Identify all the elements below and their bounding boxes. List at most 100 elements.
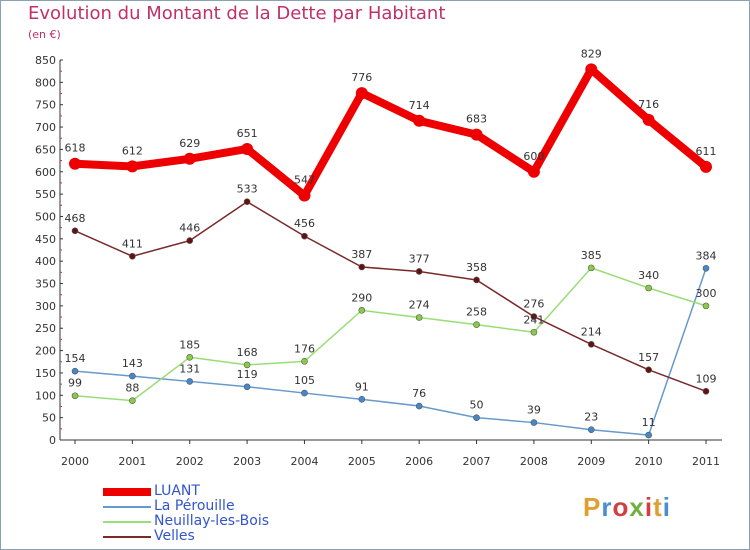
- series-point: [129, 397, 136, 404]
- x-tick-label: 2000: [61, 455, 89, 468]
- data-label: 618: [65, 142, 86, 155]
- x-tick-label: 2008: [520, 455, 548, 468]
- x-tick-label: 2009: [577, 455, 605, 468]
- series-point: [129, 372, 136, 380]
- chart-title: Evolution du Montant de la Dette par Hab…: [28, 3, 446, 24]
- data-label: 629: [179, 137, 200, 150]
- data-label: 88: [125, 382, 139, 395]
- data-label: 241: [523, 313, 544, 326]
- data-label: 91: [355, 380, 369, 393]
- y-tick-label: 600: [35, 166, 56, 179]
- series-point: [530, 313, 538, 320]
- data-label: 358: [466, 261, 487, 274]
- series-point: [243, 361, 251, 369]
- series-point: [702, 265, 710, 272]
- data-label: 716: [638, 98, 659, 111]
- series-point: [126, 160, 139, 173]
- series-point: [358, 396, 366, 403]
- data-label: 377: [409, 252, 430, 265]
- series-point: [301, 232, 308, 240]
- x-tick-label: 2001: [118, 455, 146, 468]
- y-tick-label: 100: [35, 389, 56, 402]
- data-label: 214: [581, 325, 602, 338]
- series-point: [243, 198, 251, 206]
- x-tick-label: 2010: [635, 455, 663, 468]
- x-tick-label: 2011: [692, 455, 720, 468]
- data-label: 300: [696, 287, 717, 300]
- chart-subtitle: (en €): [28, 28, 61, 41]
- x-tick-label: 2007: [463, 455, 491, 468]
- legend-label: La Pérouille: [154, 498, 235, 514]
- series-point: [243, 383, 251, 391]
- data-label: 258: [466, 306, 487, 319]
- data-label: 683: [466, 113, 487, 126]
- series-point: [645, 284, 652, 292]
- data-label: 411: [122, 237, 143, 250]
- series-point: [587, 341, 595, 348]
- legend-label: LUANT: [154, 483, 200, 499]
- y-tick-label: 350: [35, 278, 56, 291]
- data-label: 547: [294, 173, 315, 186]
- series-point: [587, 264, 595, 272]
- legend-swatch: [103, 506, 151, 508]
- series-point: [645, 431, 652, 439]
- data-label: 384: [696, 249, 717, 262]
- y-tick-label: 300: [35, 300, 56, 313]
- brand-logo: Proxiti: [583, 492, 671, 522]
- x-tick-label: 2004: [290, 455, 318, 468]
- series-point: [473, 321, 480, 328]
- series-point: [186, 353, 194, 361]
- y-tick-label: 50: [42, 412, 56, 425]
- series-point: [71, 367, 79, 375]
- series-point: [71, 392, 79, 400]
- series-line-2: [74, 267, 707, 402]
- series-point: [298, 189, 311, 202]
- data-label: 612: [122, 144, 143, 157]
- series-point: [69, 157, 81, 170]
- series-point: [702, 302, 710, 310]
- data-label: 456: [294, 217, 315, 230]
- legend-swatch: [103, 488, 151, 496]
- data-label: 776: [351, 71, 372, 84]
- y-tick-label: 400: [35, 255, 56, 268]
- data-label: 468: [65, 212, 86, 225]
- data-label: 11: [642, 416, 656, 429]
- x-tick-label: 2002: [176, 455, 204, 468]
- data-label: 131: [179, 362, 200, 375]
- series-point: [186, 378, 194, 385]
- data-label: 143: [122, 357, 143, 370]
- legend-label: Velles: [154, 528, 195, 544]
- legend-swatch: [103, 521, 151, 523]
- data-label: 446: [179, 222, 200, 235]
- y-tick-label: 0: [49, 434, 56, 447]
- data-label: 600: [523, 150, 544, 163]
- y-tick-label: 200: [35, 345, 56, 358]
- data-label: 119: [237, 368, 258, 381]
- data-label: 109: [696, 372, 717, 385]
- x-tick-label: 2003: [233, 455, 261, 468]
- y-tick-label: 150: [35, 367, 56, 380]
- x-tick-label: 2006: [405, 455, 433, 468]
- legend-swatch: [103, 536, 151, 538]
- y-tick-label: 800: [35, 76, 56, 89]
- series-point: [587, 426, 595, 434]
- series-point: [355, 87, 368, 100]
- series-point: [129, 252, 136, 260]
- y-tick-label: 450: [35, 233, 56, 246]
- series-point: [530, 419, 538, 426]
- data-label: 276: [523, 298, 544, 311]
- data-label: 154: [65, 352, 86, 365]
- series-point: [415, 268, 423, 275]
- y-tick-label: 550: [35, 188, 56, 201]
- series-point: [702, 387, 710, 395]
- series-point: [415, 402, 423, 410]
- data-label: 340: [638, 269, 659, 282]
- series-line-1: [74, 267, 707, 436]
- legend-label: Neuillay-les-Bois: [154, 513, 270, 529]
- series-point: [585, 63, 598, 76]
- series-point: [642, 113, 655, 126]
- series-point: [413, 114, 426, 127]
- y-tick-label: 750: [35, 99, 56, 112]
